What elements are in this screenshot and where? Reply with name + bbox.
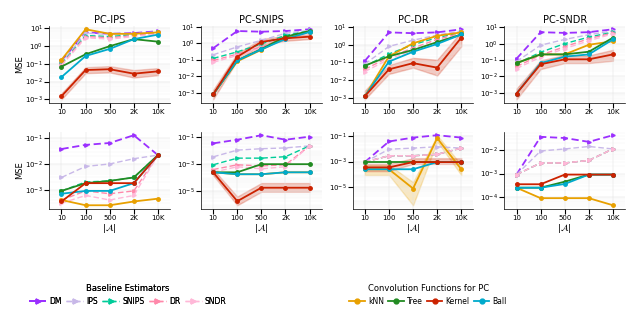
Title: PC-DR: PC-DR	[397, 15, 428, 25]
Title: PC-SNIPS: PC-SNIPS	[239, 15, 284, 25]
Title: PC-SNDR: PC-SNDR	[543, 15, 587, 25]
Legend: DM, IPS, SNIPS, DR, SNDR: DM, IPS, SNIPS, DR, SNDR	[29, 284, 227, 306]
X-axis label: $|\mathcal{A}|$: $|\mathcal{A}|$	[406, 223, 420, 235]
Y-axis label: MSE: MSE	[15, 162, 24, 179]
X-axis label: $|\mathcal{A}|$: $|\mathcal{A}|$	[102, 223, 117, 235]
X-axis label: $|\mathcal{A}|$: $|\mathcal{A}|$	[557, 223, 572, 235]
Legend: kNN, Tree, Kernel, Ball: kNN, Tree, Kernel, Ball	[349, 284, 507, 306]
Title: PC-IPS: PC-IPS	[94, 15, 125, 25]
X-axis label: $|\mathcal{A}|$: $|\mathcal{A}|$	[254, 223, 269, 235]
Y-axis label: MSE: MSE	[15, 55, 24, 73]
